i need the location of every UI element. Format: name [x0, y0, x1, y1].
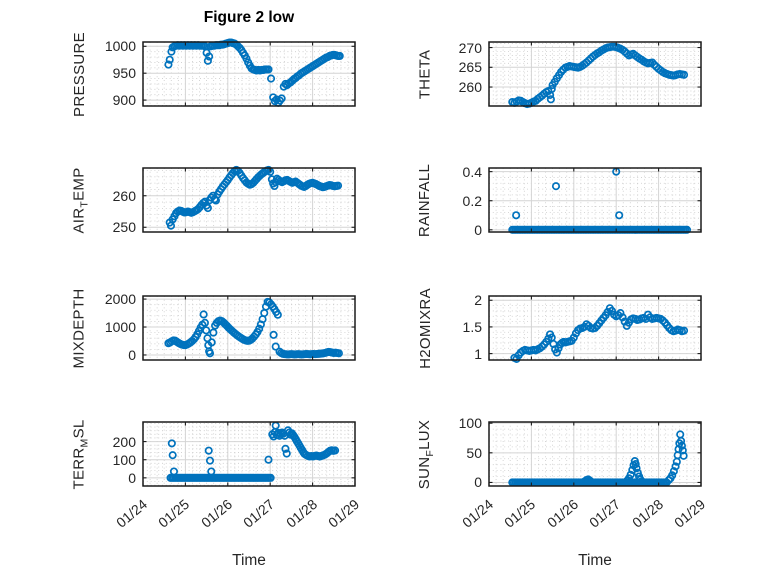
mixdepth-ytick-label: 2000	[104, 291, 136, 308]
sun-flux-xtick-label: 01/26	[543, 495, 581, 531]
pressure-ytick-label: 950	[112, 65, 136, 82]
sun-flux-xtick-label: 01/27	[586, 495, 624, 531]
mixdepth-ytick-label: 1000	[104, 319, 136, 336]
mixdepth-major-grid	[143, 296, 355, 360]
air-temp-ytick-label: 250	[112, 219, 136, 236]
sun-flux-tick-marks	[488, 422, 702, 486]
sun-flux-xtick-label: 01/28	[628, 495, 666, 531]
rainfall-ytick-label: 0.4	[462, 163, 482, 180]
terr-msl-tick-marks	[142, 422, 356, 486]
rainfall-ytick-label: 0.2	[462, 192, 482, 209]
air-temp-tick-marks	[142, 168, 356, 232]
rainfall-minor-grid	[489, 168, 701, 232]
air-temp-plot	[142, 165, 356, 233]
pressure-ytick-label: 900	[112, 92, 136, 109]
terr-msl-xtick-label: 01/26	[197, 495, 235, 531]
air-temp-data-points	[165, 165, 343, 230]
theta-ytick-label: 260	[458, 79, 482, 96]
pressure-tick-marks	[142, 42, 356, 106]
theta-tick-marks	[488, 42, 702, 106]
rainfall-tick-marks	[488, 168, 702, 232]
theta-plot	[488, 41, 702, 109]
h2omixra-ytick-label: 2	[474, 292, 482, 309]
theta-minor-grid	[489, 42, 701, 106]
air-temp-minor-grid	[143, 168, 355, 232]
terr-msl-xtick-label: 01/24	[113, 495, 151, 531]
theta-ytick-label: 265	[458, 59, 482, 76]
terr-msl-xtick-label: 01/28	[282, 495, 320, 531]
mixdepth-ytick-label: 0	[128, 346, 136, 363]
sun-flux-xtick-label: 01/29	[671, 495, 709, 531]
h2omixra-ytick-label: 1	[474, 345, 482, 362]
mixdepth-tick-marks	[142, 296, 356, 360]
terr-msl-xtick-label: 01/25	[155, 495, 193, 531]
pressure-data-points	[164, 38, 344, 107]
theta-data-points	[508, 42, 689, 109]
sun-flux-ytick-label: 100	[458, 415, 482, 432]
sun-flux-ytick-label: 50	[466, 444, 482, 461]
rainfall-ytick-label: 0	[474, 221, 482, 238]
h2omixra-data-points	[510, 304, 689, 363]
time-axis-label-right: Time	[578, 552, 612, 569]
rainfall-data-points	[508, 167, 692, 234]
sun-flux-xtick-label: 01/25	[501, 495, 539, 531]
terr-msl-xtick-label: 01/29	[325, 495, 363, 531]
air-temp-ytick-label: 260	[112, 187, 136, 204]
h2omixra-ytick-label: 1.5	[462, 318, 482, 335]
terr-msl-xtick-label: 01/27	[240, 495, 278, 531]
rainfall-plot	[488, 167, 702, 234]
figure-title: Figure 2 low	[203, 9, 295, 26]
terr-msl-ytick-label: 200	[112, 433, 136, 450]
sun-flux-plot	[488, 421, 702, 487]
time-axis-label-left: Time	[232, 552, 266, 569]
h2omixra-plot	[488, 295, 702, 363]
mixdepth-data-points	[164, 297, 343, 359]
mixdepth-plot	[142, 295, 356, 361]
sun-flux-xtick-label: 01/24	[459, 495, 497, 531]
sun-flux-ytick-label: 0	[474, 474, 482, 491]
terr-msl-ytick-label: 0	[128, 469, 136, 486]
terr-msl-plot	[142, 421, 356, 487]
pressure-ytick-label: 1000	[104, 38, 136, 55]
h2omixra-tick-marks	[488, 296, 702, 360]
terr-msl-ytick-label: 100	[112, 451, 136, 468]
theta-ytick-label: 270	[458, 39, 482, 56]
theta-major-grid	[489, 42, 701, 106]
pressure-minor-grid	[143, 42, 355, 106]
pressure-plot	[142, 38, 356, 107]
